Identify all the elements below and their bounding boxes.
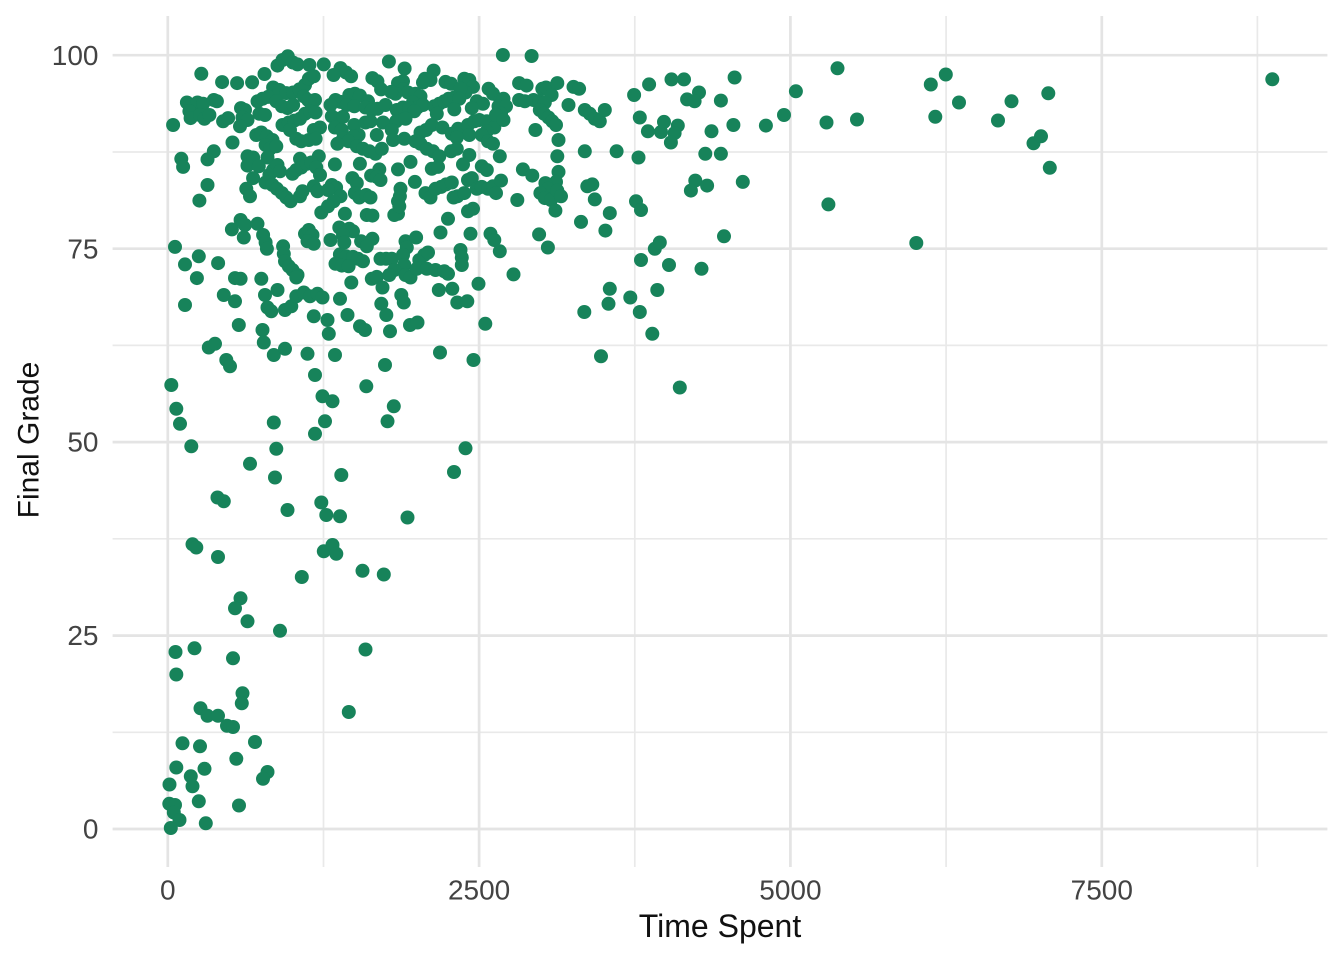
svg-text:7500: 7500 [1071,875,1133,906]
svg-text:0: 0 [160,875,176,906]
svg-text:2500: 2500 [448,875,510,906]
svg-text:Final Grade: Final Grade [13,362,46,519]
svg-text:100: 100 [52,40,99,71]
svg-text:5000: 5000 [759,875,821,906]
svg-text:75: 75 [67,233,98,264]
svg-text:25: 25 [67,620,98,651]
svg-text:Time Spent: Time Spent [639,908,802,944]
svg-text:0: 0 [83,814,99,845]
svg-text:50: 50 [67,427,98,458]
